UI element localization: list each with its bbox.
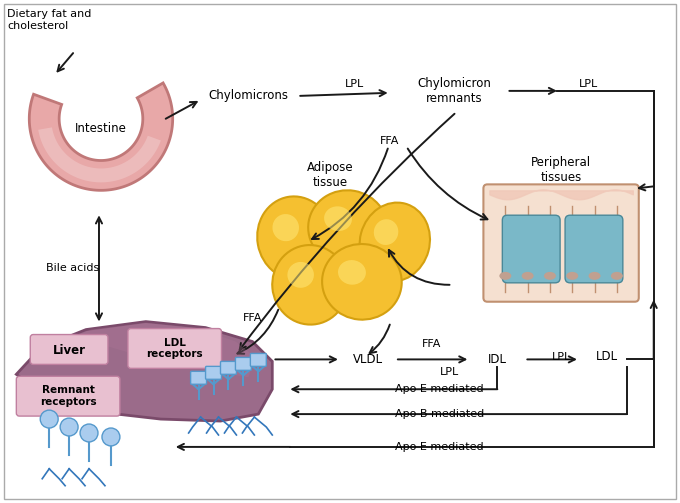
Ellipse shape bbox=[257, 196, 333, 280]
Ellipse shape bbox=[544, 272, 556, 280]
Text: LPL: LPL bbox=[551, 353, 571, 363]
FancyBboxPatch shape bbox=[31, 334, 108, 364]
Ellipse shape bbox=[522, 272, 534, 280]
FancyBboxPatch shape bbox=[565, 215, 623, 283]
Ellipse shape bbox=[308, 190, 388, 266]
Text: FFA: FFA bbox=[422, 340, 441, 350]
Text: LPL: LPL bbox=[579, 79, 598, 89]
Text: Apo E mediated: Apo E mediated bbox=[395, 384, 484, 394]
Text: Adipose
tissue: Adipose tissue bbox=[307, 161, 354, 190]
Polygon shape bbox=[29, 83, 173, 190]
Ellipse shape bbox=[360, 203, 430, 282]
Ellipse shape bbox=[338, 260, 366, 285]
Polygon shape bbox=[16, 321, 272, 421]
Text: LPL: LPL bbox=[345, 79, 364, 89]
FancyBboxPatch shape bbox=[250, 354, 267, 366]
Text: Peripheral
tissues: Peripheral tissues bbox=[531, 156, 591, 185]
Ellipse shape bbox=[566, 272, 578, 280]
FancyBboxPatch shape bbox=[220, 361, 237, 374]
Text: Bile acids: Bile acids bbox=[46, 263, 100, 273]
Circle shape bbox=[80, 424, 98, 442]
Ellipse shape bbox=[589, 272, 600, 280]
Ellipse shape bbox=[288, 262, 314, 288]
Ellipse shape bbox=[273, 214, 299, 241]
Text: LDL
receptors: LDL receptors bbox=[146, 338, 203, 359]
FancyBboxPatch shape bbox=[205, 366, 222, 379]
Text: Chylomicron
remnants: Chylomicron remnants bbox=[418, 77, 492, 105]
FancyBboxPatch shape bbox=[190, 371, 207, 384]
FancyBboxPatch shape bbox=[128, 328, 222, 368]
Text: VLDL: VLDL bbox=[353, 353, 383, 366]
Text: Apo B mediated: Apo B mediated bbox=[395, 409, 484, 419]
Text: IDL: IDL bbox=[488, 353, 507, 366]
Text: Dietary fat and
cholesterol: Dietary fat and cholesterol bbox=[7, 10, 92, 31]
Ellipse shape bbox=[611, 272, 623, 280]
Text: LPL: LPL bbox=[440, 367, 459, 377]
Text: Apo E mediated: Apo E mediated bbox=[395, 442, 484, 452]
Ellipse shape bbox=[272, 245, 348, 324]
Text: FFA: FFA bbox=[243, 313, 262, 322]
Polygon shape bbox=[51, 322, 256, 377]
Text: Remnant
receptors: Remnant receptors bbox=[40, 385, 97, 407]
FancyBboxPatch shape bbox=[235, 358, 252, 370]
Ellipse shape bbox=[374, 219, 398, 245]
Text: FFA: FFA bbox=[380, 136, 399, 145]
Circle shape bbox=[102, 428, 120, 446]
Text: LDL: LDL bbox=[596, 350, 618, 363]
Circle shape bbox=[60, 418, 78, 436]
FancyBboxPatch shape bbox=[16, 376, 120, 416]
FancyBboxPatch shape bbox=[503, 215, 560, 283]
Text: Chylomicrons: Chylomicrons bbox=[208, 90, 288, 103]
Ellipse shape bbox=[322, 244, 402, 319]
Text: Intestine: Intestine bbox=[75, 122, 127, 135]
Circle shape bbox=[40, 410, 58, 428]
Ellipse shape bbox=[499, 272, 511, 280]
FancyBboxPatch shape bbox=[483, 185, 639, 302]
Ellipse shape bbox=[324, 206, 352, 231]
Text: Liver: Liver bbox=[52, 344, 86, 357]
Polygon shape bbox=[38, 127, 161, 183]
